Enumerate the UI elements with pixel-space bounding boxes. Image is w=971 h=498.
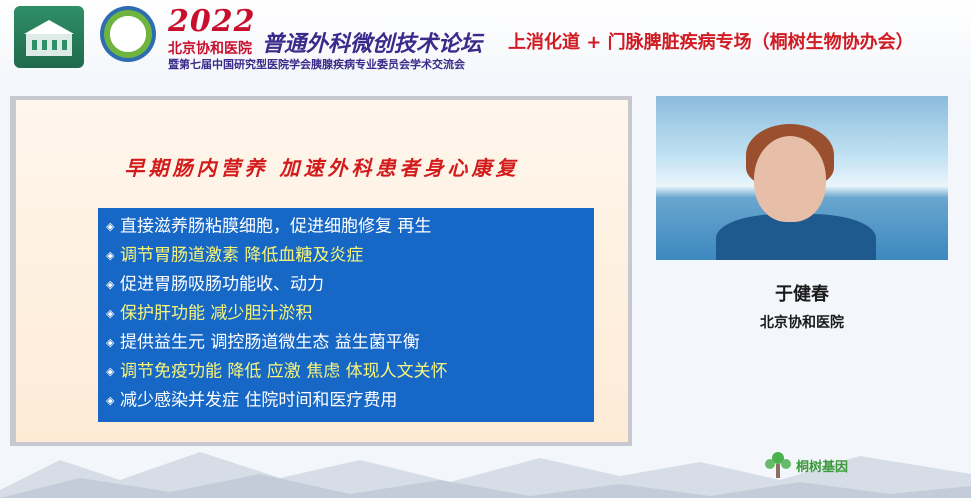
bullet-text: 保护肝功能 减少胆汁淤积 — [120, 304, 312, 324]
sponsor-logo: 桐树基因 — [762, 448, 882, 482]
bullet-text: 调节胃肠道激素 降低血糖及炎症 — [120, 246, 363, 266]
speaker-face — [754, 136, 826, 222]
bullet-item: ◈ 保护肝功能 减少胆汁淤积 — [98, 299, 594, 328]
bullet-list: ◈ 直接滋养肠粘膜细胞，促进细胞修复 再生 ◈ 调节胃肠道激素 降低血糖及炎症 ◈ 促进胃… — [98, 208, 594, 422]
diamond-bullet-icon: ◈ — [106, 212, 120, 241]
slide-title: 早期肠内营养 加速外科患者身心康复 — [16, 152, 628, 181]
forum-year: 2022 — [168, 4, 256, 39]
sponsor-name: 桐树基因 — [796, 456, 848, 475]
bullet-text: 促进胃肠吸肠功能收、动力 — [120, 275, 324, 295]
session-title: 上消化道 + 门脉脾脏疾病专场（桐树生物协办会） — [508, 28, 914, 54]
bullet-text: 减少感染并发症 住院时间和医疗费用 — [120, 391, 397, 411]
bullet-text: 直接滋养肠粘膜细胞，促进细胞修复 再生 — [120, 217, 431, 237]
bullet-item: ◈ 促进胃肠吸肠功能收、动力 — [98, 270, 594, 299]
speaker-video — [656, 96, 948, 260]
research-hospital-society-logo — [100, 6, 156, 62]
bullet-item: ◈ 提供益生元 调控肠道微生态 益生菌平衡 — [98, 328, 594, 357]
bullet-item: ◈ 调节免疫功能 降低 应激 焦虑 体现人文关怀 — [98, 357, 594, 386]
speaker-org: 北京协和医院 — [656, 312, 948, 332]
diamond-bullet-icon: ◈ — [106, 270, 120, 299]
bullet-text: 提供益生元 调控肠道微生态 益生菌平衡 — [120, 333, 420, 353]
speaker-name: 于健春 — [656, 280, 948, 306]
diamond-bullet-icon: ◈ — [106, 386, 120, 415]
forum-title: 普通外科微创技术论坛 — [262, 26, 482, 58]
diamond-bullet-icon: ◈ — [106, 328, 120, 357]
bullet-item: ◈ 直接滋养肠粘膜细胞，促进细胞修复 再生 — [98, 212, 594, 241]
tree-icon — [762, 450, 794, 480]
hospital-building-icon — [22, 14, 76, 60]
bullet-item: ◈ 调节胃肠道激素 降低血糖及炎症 — [98, 241, 594, 270]
diamond-bullet-icon: ◈ — [106, 241, 120, 270]
bullet-item: ◈ 减少感染并发症 住院时间和医疗费用 — [98, 386, 594, 415]
diamond-bullet-icon: ◈ — [106, 357, 120, 386]
presentation-slide: 早期肠内营养 加速外科患者身心康复 ◈ 直接滋养肠粘膜细胞，促进细胞修复 再生 ◈ 调… — [16, 100, 628, 442]
diamond-bullet-icon: ◈ — [106, 299, 120, 328]
bullet-text: 调节免疫功能 降低 应激 焦虑 体现人文关怀 — [120, 362, 448, 382]
header-banner: 2022 北京协和医院 普通外科微创技术论坛 暨第七届中国研究型医院学会胰腺疾病… — [0, 0, 971, 78]
forum-org: 北京协和医院 — [168, 38, 252, 58]
forum-subtitle: 暨第七届中国研究型医院学会胰腺疾病专业委员会学术交流会 — [168, 56, 465, 72]
pumch-logo — [14, 6, 84, 68]
